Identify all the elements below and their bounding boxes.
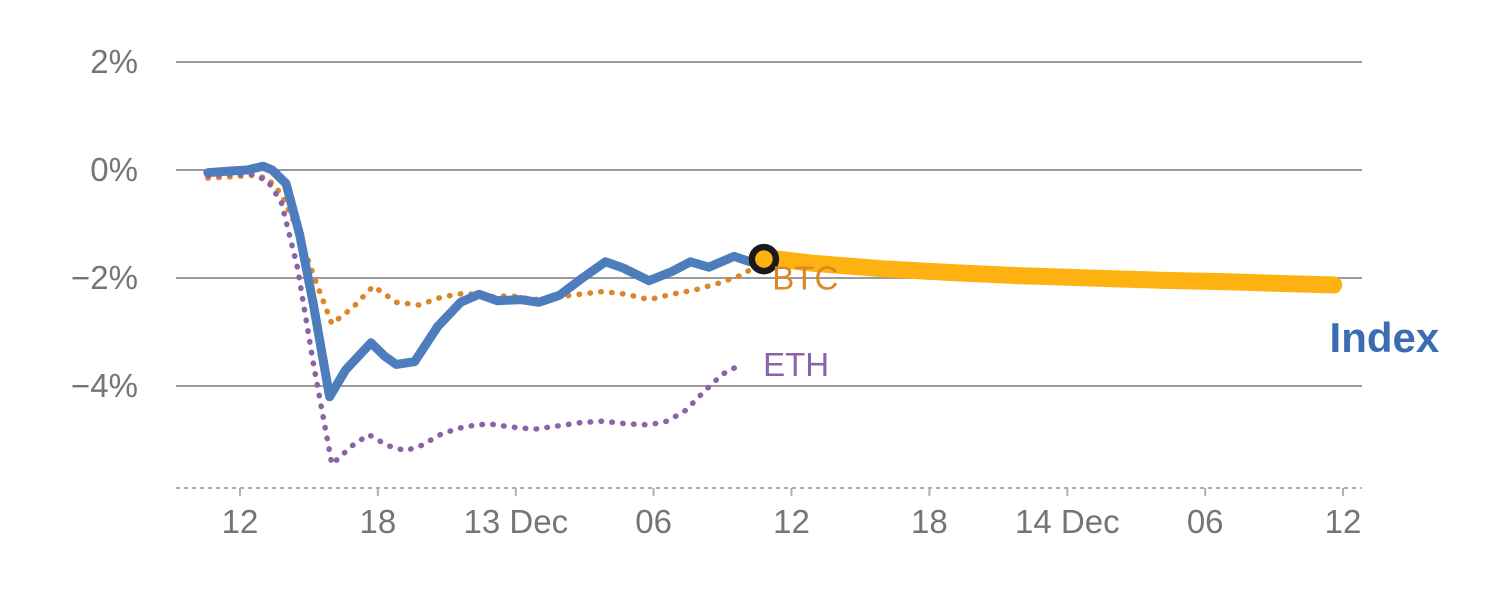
svg-text:12: 12 [222, 503, 259, 540]
svg-text:06: 06 [1187, 503, 1224, 540]
svg-text:13 Dec: 13 Dec [464, 503, 569, 540]
svg-text:2%: 2% [90, 43, 138, 80]
svg-text:12: 12 [1325, 503, 1362, 540]
svg-text:18: 18 [911, 503, 948, 540]
svg-text:−4%: −4% [71, 367, 138, 404]
svg-text:12: 12 [773, 503, 810, 540]
svg-text:−2%: −2% [71, 259, 138, 296]
svg-text:BTC: BTC [772, 260, 838, 297]
svg-text:14 Dec: 14 Dec [1015, 503, 1120, 540]
svg-text:0%: 0% [90, 151, 138, 188]
svg-text:06: 06 [635, 503, 672, 540]
svg-text:18: 18 [360, 503, 397, 540]
svg-text:ETH: ETH [763, 346, 829, 383]
svg-text:Index: Index [1330, 314, 1440, 361]
